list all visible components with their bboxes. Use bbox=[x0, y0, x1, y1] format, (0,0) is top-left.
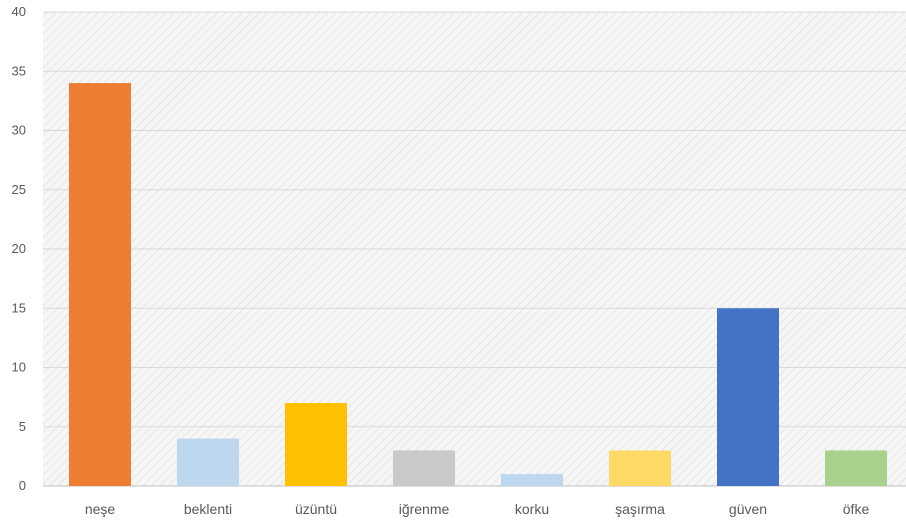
y-tick-label-25: 25 bbox=[12, 182, 26, 197]
x-category-label-1: beklenti bbox=[184, 501, 232, 517]
y-tick-label-30: 30 bbox=[12, 123, 26, 138]
x-category-label-5: şaşırma bbox=[615, 501, 665, 517]
y-tick-label-35: 35 bbox=[12, 63, 26, 78]
y-tick-label-15: 15 bbox=[12, 300, 26, 315]
x-category-label-0: neşe bbox=[85, 501, 116, 517]
bar-0 bbox=[69, 83, 131, 486]
x-category-label-6: güven bbox=[729, 501, 767, 517]
bar-2 bbox=[285, 403, 347, 486]
bar-4 bbox=[501, 474, 563, 486]
x-category-label-4: korku bbox=[515, 501, 549, 517]
x-category-label-2: üzüntü bbox=[295, 501, 337, 517]
y-tick-label-10: 10 bbox=[12, 360, 26, 375]
x-category-label-7: öfke bbox=[843, 501, 870, 517]
bar-5 bbox=[609, 450, 671, 486]
y-tick-label-20: 20 bbox=[12, 241, 26, 256]
bar-1 bbox=[177, 438, 239, 486]
y-tick-label-0: 0 bbox=[19, 478, 26, 493]
bars bbox=[69, 83, 887, 486]
y-axis-ticks: 0 5 10 15 20 25 30 35 40 bbox=[12, 4, 26, 493]
bar-6 bbox=[717, 308, 779, 486]
x-category-label-3: iğrenme bbox=[399, 501, 450, 517]
y-tick-label-40: 40 bbox=[12, 4, 26, 19]
y-tick-label-5: 5 bbox=[19, 419, 26, 434]
bar-7 bbox=[825, 450, 887, 486]
x-axis-labels: neşe beklenti üzüntü iğrenme korku şaşırma güv… bbox=[85, 501, 870, 517]
bar-3 bbox=[393, 450, 455, 486]
